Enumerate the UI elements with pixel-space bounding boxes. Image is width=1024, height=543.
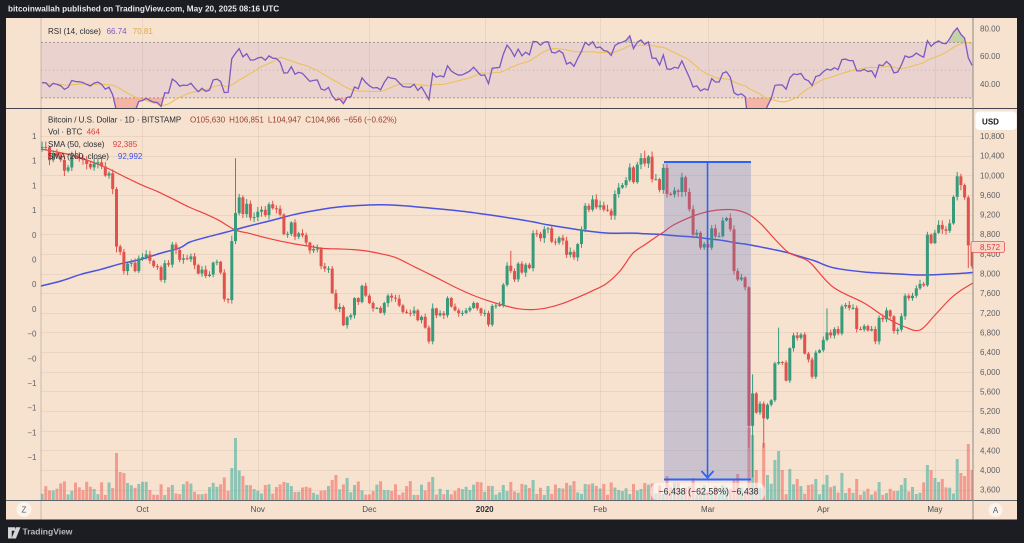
svg-text:−0: −0 (27, 330, 37, 339)
svg-text:Dec: Dec (362, 505, 376, 514)
svg-text:40.00: 40.00 (980, 80, 1001, 89)
svg-text:60.00: 60.00 (980, 52, 1001, 61)
svg-text:4,400: 4,400 (980, 446, 1001, 455)
svg-text:1: 1 (32, 206, 37, 215)
svg-text:9,600: 9,600 (980, 191, 1001, 200)
svg-text:Feb: Feb (593, 505, 607, 514)
svg-text:0: 0 (32, 256, 37, 265)
svg-text:7,600: 7,600 (980, 289, 1001, 298)
svg-text:8,000: 8,000 (980, 270, 1001, 279)
svg-text:−1: −1 (27, 379, 37, 388)
svg-text:−1: −1 (27, 453, 37, 462)
svg-text:Bitcoin / U.S. Dollar · 1D · B: Bitcoin / U.S. Dollar · 1D · BITSTAMP O10… (48, 116, 397, 125)
svg-text:May: May (927, 505, 942, 514)
svg-text:10,000: 10,000 (980, 171, 1005, 180)
svg-text:bitcoinwallah published on Tra: bitcoinwallah published on TradingView.c… (8, 5, 279, 14)
svg-text:6,400: 6,400 (980, 348, 1001, 357)
svg-text:6,800: 6,800 (980, 329, 1001, 338)
svg-text:1: 1 (32, 132, 37, 141)
svg-text:80.00: 80.00 (980, 25, 1001, 34)
svg-text:8,572: 8,572 (980, 243, 1001, 252)
svg-text:10,800: 10,800 (980, 132, 1005, 141)
svg-text:TradingView: TradingView (23, 527, 73, 537)
svg-text:−1: −1 (27, 404, 37, 413)
svg-text:0: 0 (32, 280, 37, 289)
svg-text:Nov: Nov (251, 505, 265, 514)
svg-text:4,800: 4,800 (980, 427, 1001, 436)
svg-text:2020: 2020 (476, 505, 494, 514)
svg-text:0: 0 (32, 305, 37, 314)
svg-text:0: 0 (32, 231, 37, 240)
svg-text:−0: −0 (27, 354, 37, 363)
svg-text:8,800: 8,800 (980, 230, 1001, 239)
svg-text:Mar: Mar (701, 505, 715, 514)
svg-text:−6,438 (−62.58%) −6,438: −6,438 (−62.58%) −6,438 (658, 487, 758, 497)
svg-text:USD: USD (982, 118, 999, 127)
svg-text:SMA (50, close)92,385: SMA (50, close) 92,385 (48, 140, 138, 149)
svg-text:1: 1 (32, 157, 37, 166)
svg-text:6,000: 6,000 (980, 368, 1001, 377)
svg-text:Z: Z (22, 506, 27, 515)
svg-text:5,600: 5,600 (980, 388, 1001, 397)
svg-text:3,600: 3,600 (980, 486, 1001, 495)
svg-text:4,000: 4,000 (980, 466, 1001, 475)
svg-text:10,400: 10,400 (980, 152, 1005, 161)
svg-text:Apr: Apr (817, 505, 830, 514)
svg-text:8,400: 8,400 (980, 250, 1001, 259)
svg-text:SMA (200, close)92,992: SMA (200, close) 92,992 (48, 152, 143, 161)
svg-text:−1: −1 (27, 428, 37, 437)
svg-text:1: 1 (32, 181, 37, 190)
svg-text:9,200: 9,200 (980, 211, 1001, 220)
svg-text:7,200: 7,200 (980, 309, 1001, 318)
svg-text:A: A (993, 506, 999, 515)
svg-text:5,200: 5,200 (980, 407, 1001, 416)
svg-text:Oct: Oct (136, 505, 149, 514)
